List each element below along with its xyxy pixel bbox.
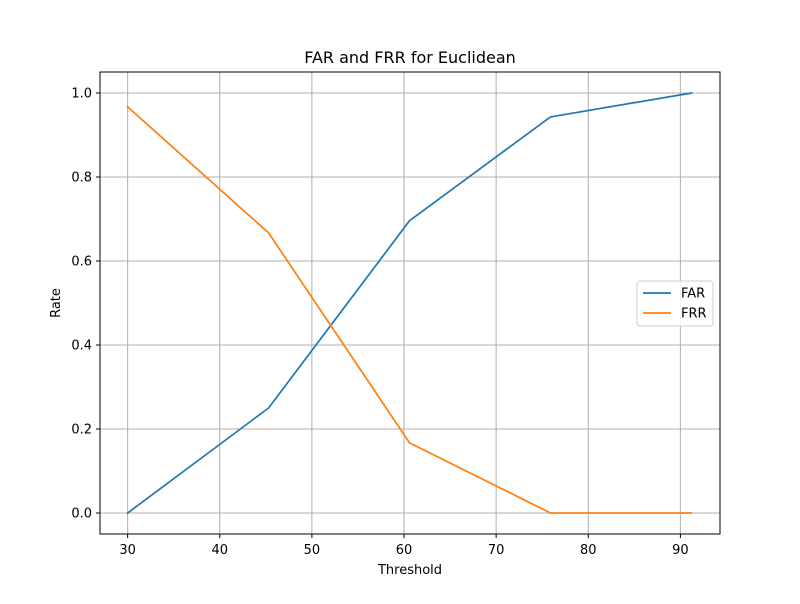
y-tick-label: 1.0 [71, 87, 92, 102]
x-axis-label: Threshold [377, 563, 442, 578]
plot-frame [99, 71, 721, 535]
x-tick-label: 50 [304, 543, 321, 558]
y-tick-label: 0.8 [71, 171, 92, 186]
x-tick-label: 80 [580, 543, 597, 558]
y-tick-label: 0.0 [71, 507, 92, 522]
y-tick-label: 0.2 [71, 423, 92, 438]
x-tick-label: 60 [396, 543, 413, 558]
x-tick-label: 90 [672, 543, 689, 558]
x-tick-label: 30 [119, 543, 136, 558]
legend: FAR FRR [636, 280, 714, 327]
series-line-frr [126, 105, 693, 514]
y-axis: 0.0 0.2 0.4 0.6 0.8 1.0 [71, 87, 100, 522]
x-tick-label: 70 [488, 543, 505, 558]
y-axis-label: Rate [49, 288, 64, 318]
x-axis: 30 40 50 60 70 80 90 [119, 534, 689, 558]
y-tick-label: 0.4 [71, 339, 92, 354]
y-tick-label: 0.6 [71, 255, 92, 270]
grid [100, 72, 720, 534]
chart-title: FAR and FRR for Euclidean [304, 48, 516, 67]
legend-label-far: FAR [681, 287, 705, 302]
series-line-far [126, 92, 693, 515]
series-layer [126, 92, 693, 515]
x-tick-label: 40 [211, 543, 228, 558]
legend-label-frr: FRR [681, 307, 707, 322]
